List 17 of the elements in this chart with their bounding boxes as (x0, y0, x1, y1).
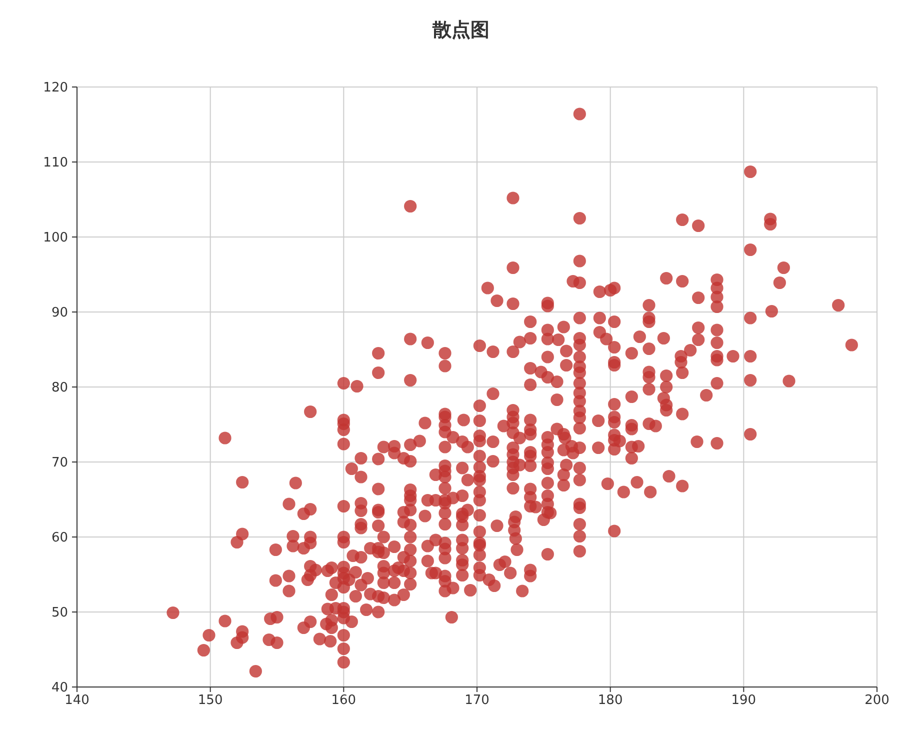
x-tick-label: 200 (864, 693, 890, 708)
y-tick-label: 80 (51, 380, 68, 396)
x-tick-label: 170 (464, 693, 490, 708)
y-tick-label: 60 (51, 530, 68, 546)
x-tick-label: 140 (64, 693, 90, 708)
chart-title: 散点图 (432, 19, 490, 41)
y-tick-label: 110 (43, 156, 68, 170)
x-tick-label: 180 (598, 693, 623, 708)
y-tick-label: 70 (51, 456, 68, 470)
y-tick-label: 40 (51, 680, 68, 696)
y-tick-label: 90 (51, 306, 68, 320)
x-tick-label: 150 (198, 693, 223, 708)
y-tick-label: 100 (43, 230, 68, 246)
x-tick-label: 160 (331, 693, 356, 708)
y-tick-label: 120 (43, 80, 68, 96)
x-tick-label: 190 (731, 693, 756, 708)
y-tick-label: 50 (51, 606, 68, 620)
